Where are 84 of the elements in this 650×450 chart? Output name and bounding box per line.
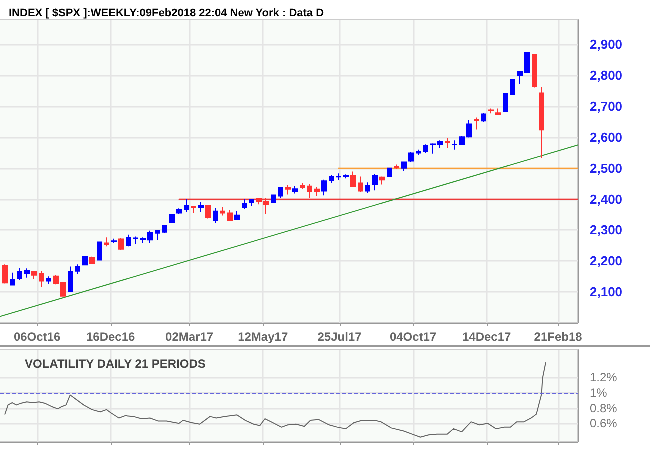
candlestick (82, 256, 88, 266)
candlestick (220, 206, 225, 216)
candlestick (372, 173, 378, 192)
candlestick (39, 270, 44, 288)
candlestick (358, 176, 363, 194)
candlestick (336, 173, 341, 181)
y-tick-label: 2,300 (590, 222, 623, 238)
candlestick (379, 176, 385, 186)
candlestick (510, 78, 515, 96)
candlestick (314, 186, 320, 197)
candlestick (300, 182, 305, 190)
candlestick (227, 210, 233, 222)
candlestick (416, 149, 421, 156)
candlestick (155, 230, 160, 241)
text: VOLATILITY DAILY 21 PERIODS (25, 357, 206, 371)
y-tick-label: 2,800 (590, 68, 623, 84)
candlestick (75, 264, 80, 275)
y-tick-label: 2,900 (590, 37, 623, 52)
y-tick-label: 1.2% (590, 370, 618, 385)
candlestick (278, 186, 283, 199)
candlestick (423, 144, 428, 154)
candlestick (176, 208, 182, 215)
candlestick (46, 276, 51, 285)
candlestick (213, 207, 218, 224)
candlestick (24, 268, 30, 278)
y-tick-label: 2,700 (590, 99, 623, 114)
x-tick-label: 21Feb18 (534, 330, 583, 344)
candlestick (89, 256, 95, 265)
candlestick (307, 184, 312, 199)
candlestick (184, 198, 189, 213)
candlestick (495, 108, 501, 116)
x-tick-label: 12May17 (238, 330, 288, 344)
candlestick (321, 179, 327, 196)
candlestick (285, 184, 291, 196)
candlestick (242, 198, 247, 210)
candlestick (118, 238, 124, 251)
y-tick-label: 2,100 (590, 284, 623, 300)
y-tick-label: 2,500 (590, 160, 623, 176)
candlestick (234, 210, 240, 220)
x-tick-label: 06Oct16 (14, 330, 61, 344)
candlestick (198, 202, 204, 213)
candlestick (365, 182, 370, 194)
y-tick-label: 2,400 (590, 192, 623, 207)
candlestick (350, 171, 356, 188)
candlestick (126, 234, 131, 248)
candlestick (503, 93, 508, 112)
y-tick-label: 2,600 (590, 130, 623, 145)
candlestick (488, 108, 494, 114)
x-tick-label: 16Dec16 (86, 330, 136, 344)
candlestick (343, 174, 349, 180)
candlestick (17, 267, 22, 281)
candlestick (394, 164, 399, 170)
candlestick (191, 206, 196, 214)
candlestick (271, 194, 276, 204)
x-tick-label: 25Jul17 (318, 330, 362, 344)
candlestick (481, 112, 486, 123)
candlestick (532, 54, 537, 88)
candlestick (474, 117, 479, 130)
candlestick (162, 224, 167, 234)
candlestick (329, 175, 334, 184)
x-tick-label: 04Oct17 (390, 330, 437, 344)
x-tick-label: 14Dec17 (462, 330, 512, 344)
candlestick (31, 271, 37, 280)
candlestick (68, 266, 73, 292)
candlestick (169, 214, 175, 224)
candlestick (133, 236, 138, 245)
candlestick (539, 86, 544, 160)
candlestick (387, 168, 392, 177)
candlestick (104, 237, 109, 248)
y-tick-label: 0.8% (590, 401, 618, 416)
candlestick (2, 264, 8, 284)
candlestick (205, 205, 211, 220)
candlestick (452, 140, 457, 150)
x-tick-label: 02Mar17 (166, 330, 214, 344)
candlestick (445, 138, 450, 148)
chart-title: INDEX [ $SPX ]:WEEKLY:09Feb2018 22:04 New York : Data D (9, 8, 324, 20)
y-tick-label: 1% (590, 386, 608, 400)
candlestick (97, 242, 102, 261)
y-tick-label: 2,200 (590, 254, 623, 269)
candlestick (292, 186, 298, 194)
candlestick (249, 199, 254, 207)
candlestick (10, 272, 15, 286)
candlestick (111, 238, 117, 244)
y-tick-label: 0.6% (590, 416, 618, 431)
